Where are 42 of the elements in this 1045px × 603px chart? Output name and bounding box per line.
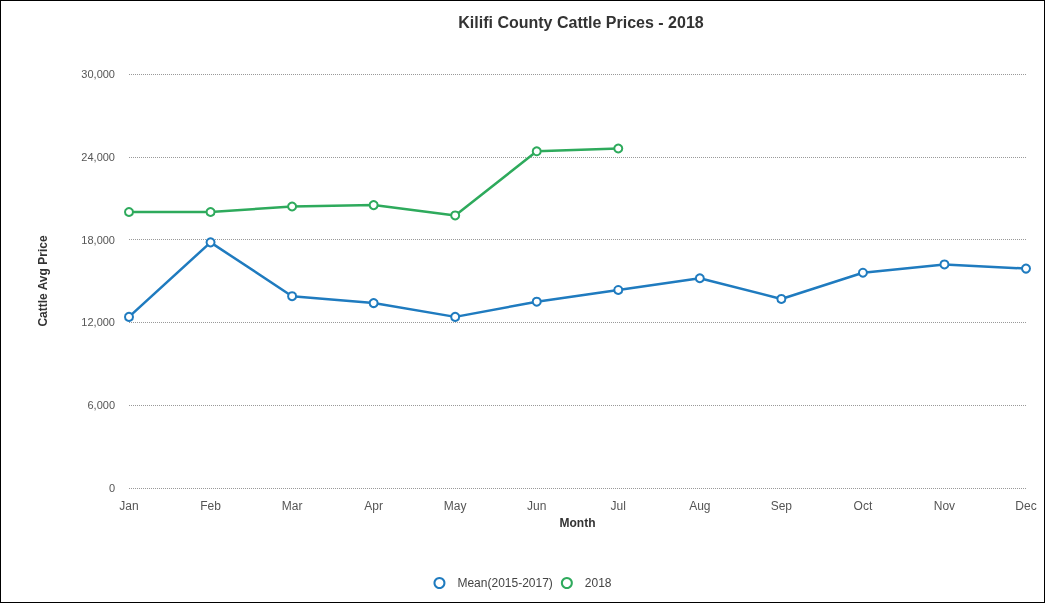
point (531, 296, 542, 307)
y-tick-label: 6,000 (87, 399, 115, 412)
x-tick-label: Feb (200, 499, 222, 513)
x-tick-label: May (443, 499, 467, 513)
x-tick-label: Sep (770, 499, 793, 513)
x-axis-title: Month (559, 515, 596, 530)
legend-label: 2018 (584, 576, 612, 590)
point (694, 273, 705, 284)
point (776, 293, 787, 304)
x-tick-label: Jun (527, 499, 547, 513)
point (368, 200, 379, 211)
point (450, 210, 461, 221)
chart-title: Kilifi County Cattle Prices - 2018 (458, 13, 704, 31)
point (450, 311, 461, 322)
legend-label: Mean(2015-2017) (457, 576, 553, 590)
x-tick-label: Aug (689, 499, 711, 513)
point (124, 207, 134, 217)
point (205, 237, 216, 248)
x-tick-label: Oct (853, 499, 873, 513)
x-tick-label: Dec (1015, 499, 1037, 513)
y-tick-label: 30,000 (81, 68, 115, 80)
point (1021, 263, 1031, 274)
point (368, 298, 379, 309)
y-tick-label: 0 (108, 482, 115, 494)
y-tick-label: 12,000 (81, 316, 115, 329)
y-tick-label: 24,000 (81, 150, 115, 163)
point (124, 311, 134, 322)
point (531, 146, 542, 157)
x-tick-label: Jan (119, 499, 139, 513)
x-tick-label: Jul (610, 499, 626, 513)
point (857, 267, 868, 278)
x-tick-label: Apr (364, 499, 383, 513)
point (613, 284, 624, 295)
point (939, 259, 950, 270)
point (287, 291, 298, 302)
point (287, 201, 298, 212)
point (205, 207, 216, 217)
x-tick-label: Mar (281, 499, 303, 513)
y-tick-label: 18,000 (81, 233, 115, 246)
x-tick-label: Nov (933, 499, 956, 513)
point (613, 143, 624, 154)
y-axis-title: Cattle Avg Price (36, 235, 50, 327)
